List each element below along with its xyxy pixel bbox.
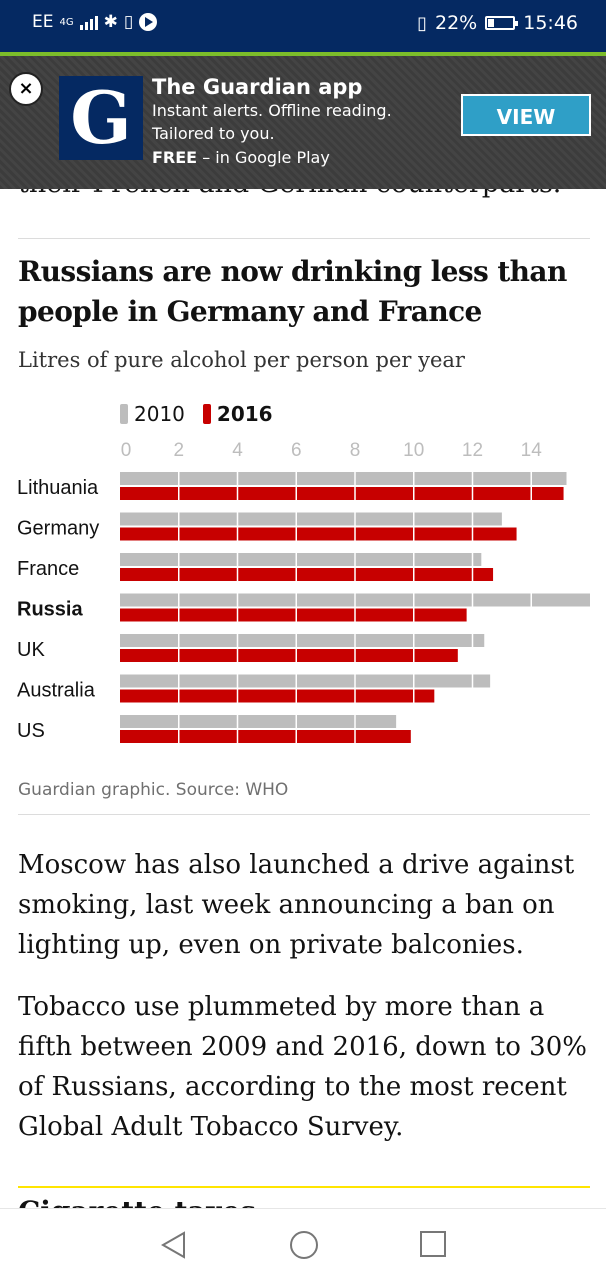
x-tick-label: 14 [521, 440, 543, 461]
bar-chart: 0 2 4 6 8 10 12 14 Lithuania Germany France Russia U… [17, 440, 590, 752]
x-tick-label: 6 [291, 440, 302, 461]
free-label: FREE [152, 148, 198, 167]
next-heading: Cigarette taxes [18, 1192, 256, 1208]
divider [18, 238, 590, 239]
x-tick-label: 0 [121, 440, 132, 461]
x-tick-label: 10 [403, 440, 424, 461]
category-label: Lithuania [17, 477, 99, 499]
bar-2016-uk [120, 649, 458, 662]
bar-2010-france [120, 553, 482, 566]
chart-source: Guardian graphic. Source: WHO [18, 780, 289, 800]
status-bar: EE 4G ✱ ▯ ▯ 22% 15:46 [0, 0, 606, 52]
battery-fill [488, 19, 494, 27]
bar-2010-australia [120, 674, 491, 688]
banner-line: Tailored to you. [152, 124, 275, 143]
category-label: US [17, 720, 45, 742]
banner-line: FREE – in Google Play [152, 148, 330, 167]
carrier-label: EE [32, 12, 54, 32]
legend-swatch-2010 [120, 404, 128, 424]
back-icon[interactable] [160, 1231, 188, 1259]
app-banner: × G The Guardian app Instant alerts. Off… [0, 56, 606, 189]
x-tick-label: 4 [232, 440, 243, 461]
banner-title: The Guardian app [152, 75, 363, 99]
x-tick-label: 12 [462, 440, 483, 461]
recent-apps-icon[interactable] [420, 1231, 446, 1257]
bar-2016-france [120, 568, 494, 581]
legend-item-2010: 2010 [120, 402, 185, 426]
navigation-bar [0, 1208, 606, 1281]
sim-icon: ▯ [123, 12, 134, 32]
status-accent-line [0, 52, 606, 56]
guardian-logo: G [59, 76, 143, 160]
signal-icon [79, 14, 98, 30]
status-right: ▯ 22% 15:46 [417, 12, 578, 34]
chart-title: Russians are now drinking less than peop… [18, 255, 567, 328]
status-left: EE 4G ✱ ▯ [32, 12, 158, 32]
bar-2010-lithuania [120, 472, 567, 485]
bluetooth-icon: ✱ [103, 12, 118, 32]
category-label: Germany [17, 518, 99, 540]
chart-subtitle: Litres of pure alcohol per person per ye… [18, 348, 465, 372]
category-label: Russia [17, 599, 83, 621]
network-label: 4G [59, 16, 74, 28]
article-paragraph: Tobacco use plummeted by more than a fif… [18, 992, 587, 1142]
bar-2010-us [120, 715, 397, 728]
bar-2016-russia [120, 608, 467, 622]
article-paragraph: Moscow has also launched a drive against… [18, 850, 575, 960]
view-app-button[interactable]: VIEW [461, 94, 591, 136]
close-banner-button[interactable]: × [9, 72, 43, 106]
home-icon[interactable] [290, 1231, 318, 1259]
banner-line: Instant alerts. Offline reading. [152, 101, 392, 120]
legend-swatch-2016 [202, 404, 211, 424]
battery-percent: 22% [435, 12, 478, 34]
vibrate-icon: ▯ [417, 12, 427, 34]
bar-2010-germany [120, 512, 502, 526]
bar-2010-uk [120, 634, 485, 647]
clock: 15:46 [523, 12, 578, 34]
bar-2016-germany [120, 527, 517, 541]
legend-label-2016: 2016 [216, 402, 273, 426]
category-label: UK [17, 639, 45, 661]
legend-item-2016: 2016 [202, 402, 273, 426]
divider [18, 814, 590, 815]
chart-legend: 2010 2016 [120, 402, 273, 426]
banner-store-text: – in Google Play [197, 148, 330, 167]
play-icon [139, 13, 158, 31]
category-label: Australia [17, 680, 96, 702]
bar-2016-lithuania [120, 487, 564, 500]
category-label: France [17, 558, 79, 580]
bar-2016-australia [120, 689, 435, 703]
x-tick-label: 8 [350, 440, 361, 461]
legend-label-2010: 2010 [134, 402, 185, 426]
section-rule [18, 1186, 590, 1188]
bar-2016-us [120, 730, 411, 743]
battery-icon [485, 16, 519, 30]
x-tick-label: 2 [173, 440, 184, 461]
